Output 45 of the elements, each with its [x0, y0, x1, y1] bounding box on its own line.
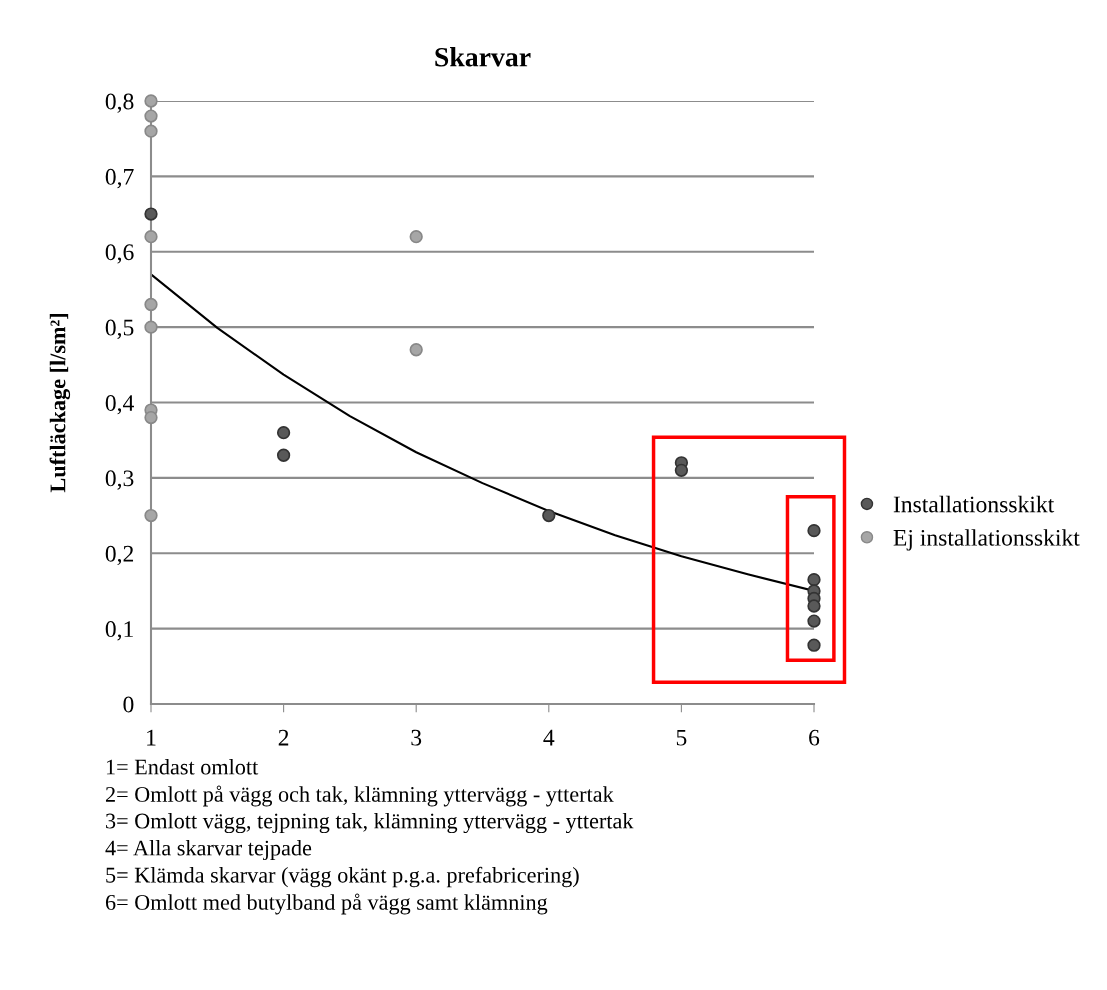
- point: [807, 523, 821, 538]
- y-tick-label: 0,6: [105, 244, 134, 264]
- point: [807, 599, 821, 613]
- point: [674, 463, 689, 477]
- point: [144, 320, 158, 334]
- point: [144, 230, 158, 244]
- text: 3= Omlott vägg, tejpning tak, klämning yttervägg - yttertak: [106, 812, 634, 834]
- point: [542, 508, 556, 523]
- legend-label: Installationsskikt: [893, 495, 1055, 513]
- text: 4= Alla skarvar tejpade: [105, 839, 312, 861]
- x-tick-label: 3: [411, 729, 422, 746]
- y-tick-label: 0,2: [105, 545, 134, 566]
- y-tick-label: 0,1: [105, 621, 133, 641]
- y-tick-label: 0,4: [105, 394, 134, 415]
- point: [144, 410, 158, 425]
- legend-label: Ej installationsskikt: [893, 529, 1080, 551]
- y-axis-title: Luftläckage [l/sm²]: [49, 314, 71, 493]
- point: [144, 94, 158, 108]
- point: [276, 448, 291, 462]
- x-tick-label: 1: [147, 729, 156, 746]
- x-tick-label: 6: [809, 729, 820, 746]
- text: 6= Omlott med butylband på vägg samt klämning: [105, 893, 548, 915]
- point: [144, 207, 158, 221]
- point: [807, 638, 821, 652]
- chart-title: Skarvar: [435, 47, 531, 67]
- point: [144, 297, 158, 312]
- point: [807, 614, 821, 628]
- point: [409, 230, 423, 244]
- text: 2= Omlott på vägg och tak, klämning yttervägg - yttertak: [105, 785, 614, 807]
- y-tick-label: 0,3: [105, 470, 134, 490]
- text: 5= Klämda skarvar (vägg okänt p.g.a. prefabricering): [106, 866, 579, 888]
- y-tick-label: 0: [123, 696, 134, 713]
- y-tick-label: 0,7: [105, 168, 134, 189]
- y-tick-label: 0,5: [105, 319, 134, 339]
- point: [144, 124, 158, 138]
- point: [276, 426, 291, 440]
- x-tick-label: 5: [676, 729, 687, 746]
- point: [807, 572, 821, 587]
- text: 1= Endast omlott: [106, 758, 259, 775]
- y-tick-label: 0,8: [105, 93, 134, 113]
- x-tick-label: 4: [543, 729, 555, 746]
- point: [409, 343, 423, 357]
- point: [144, 508, 158, 523]
- point: [144, 109, 158, 123]
- x-tick-label: 2: [278, 729, 289, 746]
